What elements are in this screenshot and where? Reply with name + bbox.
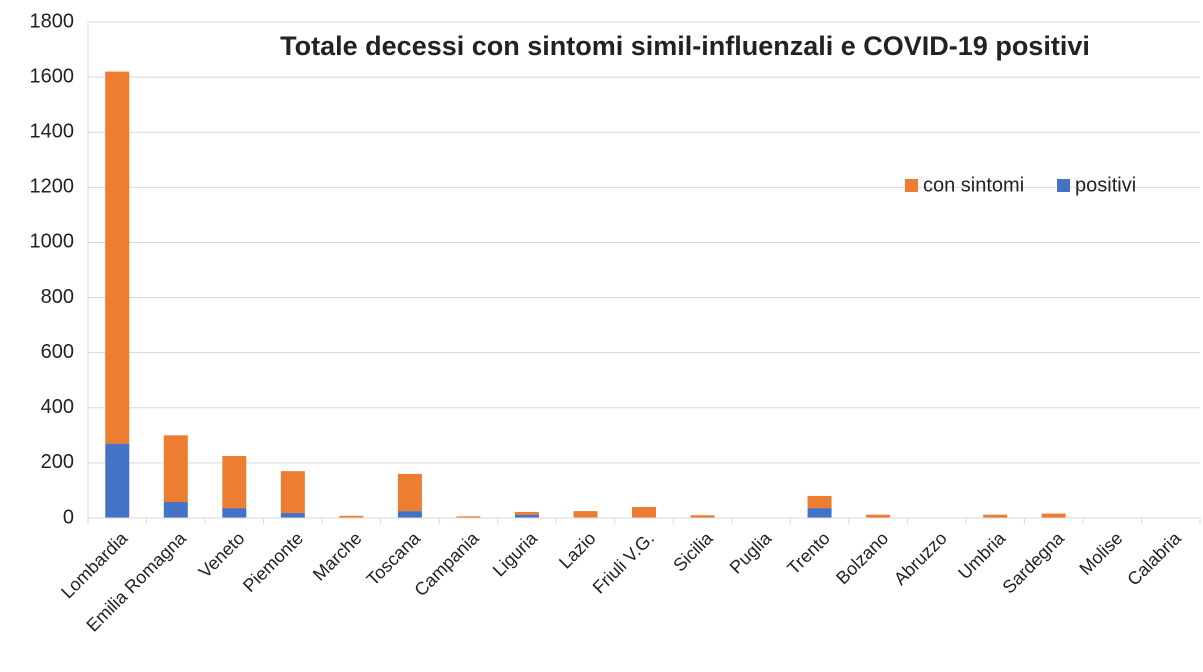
x-tick-label: Marche <box>309 528 366 585</box>
x-tick-label: Friuli V.G. <box>589 528 659 598</box>
bar-segment <box>280 471 305 514</box>
legend-swatch <box>1057 179 1070 192</box>
bar-segment <box>514 514 539 518</box>
bar-segment <box>514 511 539 515</box>
y-tick-label: 400 <box>41 396 74 418</box>
x-tick-label: Sicilia <box>669 527 717 575</box>
bar-segment <box>105 71 130 444</box>
y-tick-label: 200 <box>41 451 74 473</box>
bar-segment <box>280 513 305 518</box>
y-tick-label: 1600 <box>30 65 75 87</box>
bar-segment <box>397 511 422 518</box>
y-tick-label: 1800 <box>30 10 75 32</box>
bar-segment <box>1041 513 1066 518</box>
legend-label: con sintomi <box>923 174 1024 196</box>
x-tick-label: Veneto <box>195 528 249 582</box>
bar-segment <box>632 506 656 518</box>
x-tick-label: Molise <box>1075 528 1126 579</box>
x-tick-label: Emilia Romagna <box>82 527 190 635</box>
bar-segment <box>983 514 1008 518</box>
x-tick-label: Liguria <box>489 527 542 580</box>
x-tick-label: Umbria <box>954 527 1010 583</box>
y-tick-label: 600 <box>41 341 74 363</box>
x-tick-label: Piemonte <box>239 528 307 596</box>
bar-segment <box>339 515 364 518</box>
x-tick-label: Lazio <box>555 528 600 573</box>
x-tick-label: Calabria <box>1123 527 1185 589</box>
bar-segment <box>573 511 598 518</box>
bar-segment <box>807 508 832 518</box>
x-tick-label: Campania <box>410 527 483 600</box>
legend-swatch <box>905 179 918 192</box>
bar-segment <box>163 502 188 518</box>
y-tick-label: 1000 <box>30 231 75 253</box>
bar-segment <box>807 495 832 509</box>
legend-label: positivi <box>1075 174 1136 196</box>
x-tick-label: Bolzano <box>832 528 892 588</box>
chart-title: Totale decessi con sintomi simil-influen… <box>280 31 1090 61</box>
bar-segment <box>397 473 422 512</box>
bar-segment <box>222 456 247 509</box>
y-tick-label: 800 <box>41 286 74 308</box>
y-tick-label: 1400 <box>30 121 75 143</box>
bar-segment <box>105 443 130 518</box>
bar-segment <box>866 514 891 518</box>
y-tick-label: 0 <box>63 506 74 528</box>
y-tick-label: 1200 <box>30 176 75 198</box>
x-tick-label: Trento <box>783 528 833 578</box>
bar-segment <box>163 435 188 503</box>
bar-segment <box>690 515 715 518</box>
x-tick-label: Puglia <box>726 527 776 577</box>
x-tick-label: Abruzzo <box>890 528 951 589</box>
x-tick-label: Sardegna <box>999 527 1069 597</box>
bar-segment <box>456 516 481 518</box>
bar-segment <box>222 508 247 518</box>
